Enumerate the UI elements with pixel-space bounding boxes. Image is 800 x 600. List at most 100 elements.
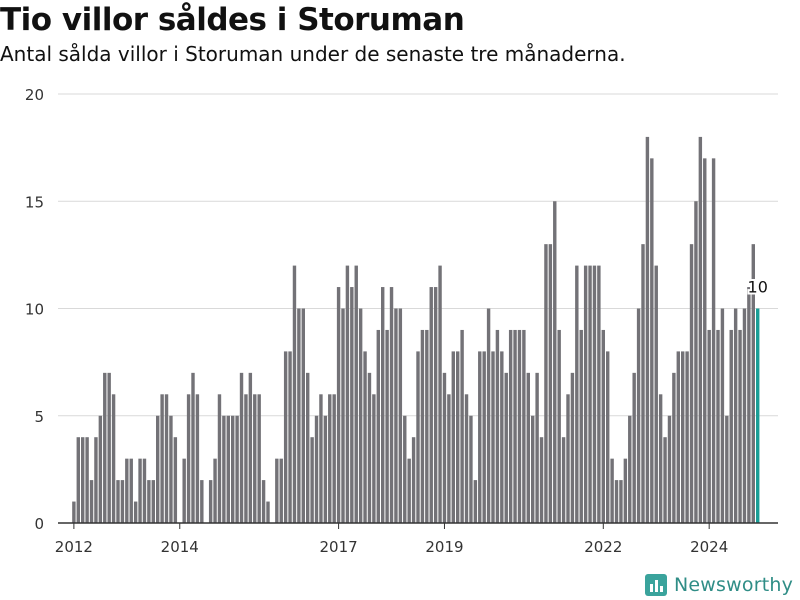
x-tick-label: 2022 xyxy=(584,538,622,556)
bar xyxy=(658,394,663,523)
bar xyxy=(703,158,707,523)
bar xyxy=(345,265,350,523)
bar xyxy=(156,415,160,523)
x-tick-label: 2012 xyxy=(55,538,93,556)
y-tick-label: 15 xyxy=(25,193,44,211)
bar xyxy=(107,372,111,523)
bar xyxy=(350,287,354,523)
bar xyxy=(358,308,363,523)
bar xyxy=(433,287,438,523)
bar xyxy=(623,458,628,523)
bar xyxy=(619,480,623,523)
bar xyxy=(628,415,632,523)
bar xyxy=(279,458,283,523)
bar xyxy=(191,372,195,523)
bar xyxy=(508,329,513,523)
last-value-label: 10 xyxy=(748,278,768,297)
bar xyxy=(332,394,336,523)
bar xyxy=(226,415,230,523)
bar xyxy=(133,501,138,523)
bar xyxy=(561,437,566,523)
bar xyxy=(517,329,522,523)
bar xyxy=(103,372,107,523)
bar xyxy=(751,244,755,523)
bar xyxy=(438,265,442,523)
bar xyxy=(447,394,451,523)
bar xyxy=(292,265,297,523)
y-tick-label: 5 xyxy=(34,408,44,426)
bar xyxy=(319,394,323,523)
bar xyxy=(116,480,120,523)
bar xyxy=(323,415,328,523)
bar xyxy=(283,351,288,523)
bar xyxy=(385,329,389,523)
bar xyxy=(94,437,98,523)
bar xyxy=(429,287,433,523)
bar xyxy=(742,308,747,523)
bar xyxy=(200,480,204,523)
bar xyxy=(235,415,239,523)
newsworthy-logo-icon xyxy=(645,574,667,596)
bar xyxy=(354,265,358,523)
x-tick-label: 2017 xyxy=(319,538,357,556)
bar xyxy=(266,501,270,523)
bar xyxy=(606,351,610,523)
bar xyxy=(486,308,491,523)
bar xyxy=(729,329,733,523)
bar xyxy=(601,329,605,523)
bar xyxy=(738,329,742,523)
bar xyxy=(667,415,672,523)
bar xyxy=(425,329,429,523)
bar xyxy=(592,265,597,523)
bar xyxy=(376,329,380,523)
bar xyxy=(98,415,103,523)
y-tick-label: 20 xyxy=(25,86,44,104)
bar xyxy=(125,458,129,523)
bar xyxy=(531,415,535,523)
bar xyxy=(504,372,508,523)
bar xyxy=(173,437,178,523)
bar xyxy=(557,329,561,523)
bar xyxy=(76,437,80,523)
y-tick-label: 10 xyxy=(25,301,44,319)
bar xyxy=(689,244,694,523)
bar xyxy=(513,329,517,523)
bar xyxy=(579,329,583,523)
bar xyxy=(464,394,469,523)
bar xyxy=(314,415,319,523)
bar xyxy=(341,308,345,523)
bar xyxy=(720,308,725,523)
x-tick-label: 2014 xyxy=(161,538,199,556)
bar xyxy=(186,394,191,523)
bar xyxy=(151,480,155,523)
bar xyxy=(570,372,575,523)
bar xyxy=(597,265,601,523)
bar xyxy=(403,415,407,523)
bar xyxy=(548,244,553,523)
bar xyxy=(244,394,248,523)
bar xyxy=(301,308,305,523)
bar xyxy=(610,458,614,523)
bar xyxy=(147,480,151,523)
bar xyxy=(725,415,729,523)
bar xyxy=(632,372,636,523)
x-tick-label: 2024 xyxy=(690,538,728,556)
bar xyxy=(716,329,720,523)
brand-name: Newsworthy xyxy=(674,574,794,596)
bar xyxy=(588,265,592,523)
bar xyxy=(482,351,486,523)
bar xyxy=(129,458,133,523)
bar xyxy=(456,351,460,523)
bar xyxy=(645,136,650,523)
bar xyxy=(478,351,482,523)
bar xyxy=(522,329,526,523)
bar xyxy=(411,437,416,523)
bar xyxy=(222,415,226,523)
bar xyxy=(248,372,253,523)
bar xyxy=(336,287,341,523)
bar xyxy=(72,501,76,523)
bar xyxy=(138,458,142,523)
bar xyxy=(275,458,279,523)
bar xyxy=(747,287,751,523)
